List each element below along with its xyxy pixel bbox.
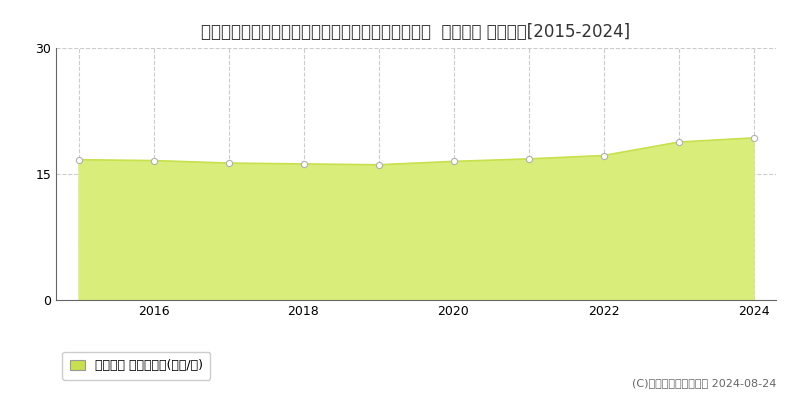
Point <box>447 158 460 165</box>
Point <box>222 160 235 166</box>
Point <box>72 156 85 163</box>
Point <box>597 152 610 159</box>
Point <box>372 162 385 168</box>
Text: (C)土地価格ドットコム 2024-08-24: (C)土地価格ドットコム 2024-08-24 <box>632 378 776 388</box>
Point <box>747 135 760 141</box>
Point <box>297 161 310 167</box>
Point <box>672 139 685 145</box>
Title: 北海道札幌市西区宮の沢３条５丁目４８７番１４６  地価公示 地価推移[2015-2024]: 北海道札幌市西区宮の沢３条５丁目４８７番１４６ 地価公示 地価推移[2015-2… <box>202 23 630 41</box>
Point <box>147 157 160 164</box>
Point <box>522 156 535 162</box>
Legend: 地価公示 平均坪単価(万円/坪): 地価公示 平均坪単価(万円/坪) <box>62 352 210 380</box>
